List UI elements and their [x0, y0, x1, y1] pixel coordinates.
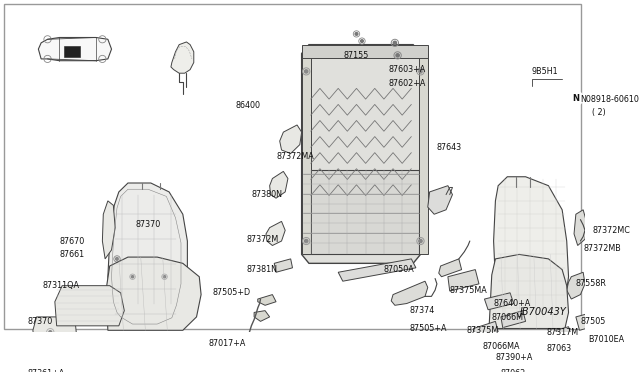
Polygon shape: [266, 221, 285, 246]
Bar: [566, 339, 592, 355]
Text: 87380N: 87380N: [252, 190, 282, 199]
Polygon shape: [254, 311, 269, 321]
Text: N08918-60610: N08918-60610: [580, 96, 639, 105]
Bar: [64, 46, 81, 57]
Polygon shape: [102, 201, 115, 259]
Text: 87643: 87643: [437, 143, 462, 152]
Polygon shape: [280, 125, 301, 154]
Circle shape: [116, 257, 118, 260]
Text: 87370: 87370: [135, 221, 161, 230]
Circle shape: [305, 240, 308, 243]
Polygon shape: [484, 293, 514, 310]
Polygon shape: [391, 281, 428, 305]
Text: 87602+A: 87602+A: [388, 79, 426, 89]
Polygon shape: [489, 335, 512, 348]
Text: 87505+A: 87505+A: [410, 324, 447, 333]
Text: 87381N: 87381N: [247, 265, 278, 274]
Polygon shape: [556, 339, 570, 352]
Text: N: N: [572, 94, 579, 103]
Circle shape: [131, 276, 134, 278]
Polygon shape: [303, 170, 419, 254]
Text: 87670: 87670: [60, 237, 84, 246]
Polygon shape: [556, 327, 572, 339]
Text: 87050A: 87050A: [384, 265, 415, 274]
Polygon shape: [171, 42, 194, 73]
Polygon shape: [566, 272, 585, 299]
Text: 87066M: 87066M: [492, 313, 524, 322]
Circle shape: [396, 54, 399, 57]
Polygon shape: [493, 177, 568, 321]
Polygon shape: [474, 321, 498, 339]
Polygon shape: [55, 286, 124, 326]
Polygon shape: [258, 295, 276, 305]
Text: 87372MB: 87372MB: [583, 244, 621, 253]
Polygon shape: [428, 186, 452, 214]
Circle shape: [419, 240, 422, 243]
Circle shape: [163, 276, 166, 278]
Polygon shape: [33, 317, 77, 348]
Text: 87603+A: 87603+A: [388, 65, 426, 74]
Text: 86400: 86400: [236, 101, 261, 110]
Circle shape: [49, 331, 52, 333]
Text: JB70043Y: JB70043Y: [520, 307, 566, 317]
Text: 87062: 87062: [501, 369, 526, 372]
Polygon shape: [419, 54, 428, 254]
Polygon shape: [301, 54, 311, 254]
Circle shape: [568, 91, 583, 105]
Text: 87066MA: 87066MA: [483, 342, 520, 351]
Circle shape: [419, 70, 422, 73]
Text: 87375M: 87375M: [466, 326, 499, 335]
Circle shape: [393, 41, 397, 45]
Text: 87372MC: 87372MC: [592, 226, 630, 235]
Text: 87370: 87370: [28, 317, 52, 326]
Text: 87063: 87063: [547, 344, 572, 353]
Polygon shape: [576, 312, 596, 330]
Text: 87505+D: 87505+D: [212, 288, 250, 297]
Polygon shape: [338, 259, 416, 281]
Text: 87017+A: 87017+A: [209, 339, 246, 348]
Text: 87375MA: 87375MA: [450, 286, 488, 295]
Polygon shape: [38, 38, 111, 61]
Polygon shape: [274, 259, 292, 272]
Text: ( 2): ( 2): [592, 108, 606, 117]
Polygon shape: [106, 257, 201, 330]
Text: 87372M: 87372M: [247, 235, 279, 244]
Polygon shape: [439, 259, 461, 277]
Text: 87640+A: 87640+A: [493, 299, 531, 308]
Text: 87361+A: 87361+A: [28, 369, 65, 372]
Circle shape: [305, 70, 308, 73]
Text: 87558R: 87558R: [576, 279, 607, 288]
Polygon shape: [489, 254, 568, 328]
Polygon shape: [301, 45, 420, 263]
Polygon shape: [28, 368, 45, 372]
Text: 87317M: 87317M: [547, 328, 579, 337]
Text: 87155: 87155: [344, 51, 369, 60]
Polygon shape: [516, 364, 535, 372]
Polygon shape: [501, 311, 525, 328]
Polygon shape: [108, 183, 188, 328]
Text: 87311QA: 87311QA: [42, 281, 79, 290]
Polygon shape: [448, 270, 479, 291]
Polygon shape: [269, 171, 288, 198]
Polygon shape: [574, 210, 587, 246]
Circle shape: [360, 40, 364, 42]
Text: 87390+A: 87390+A: [495, 353, 532, 362]
Polygon shape: [498, 350, 521, 364]
Text: 87505: 87505: [580, 317, 606, 326]
Circle shape: [355, 33, 358, 35]
Polygon shape: [301, 45, 428, 58]
Text: 9B5H1: 9B5H1: [532, 67, 559, 76]
Text: 87372MA: 87372MA: [277, 152, 315, 161]
Text: 87661: 87661: [60, 250, 84, 259]
Text: B7010EA: B7010EA: [589, 335, 625, 344]
Text: 87374: 87374: [410, 306, 435, 315]
